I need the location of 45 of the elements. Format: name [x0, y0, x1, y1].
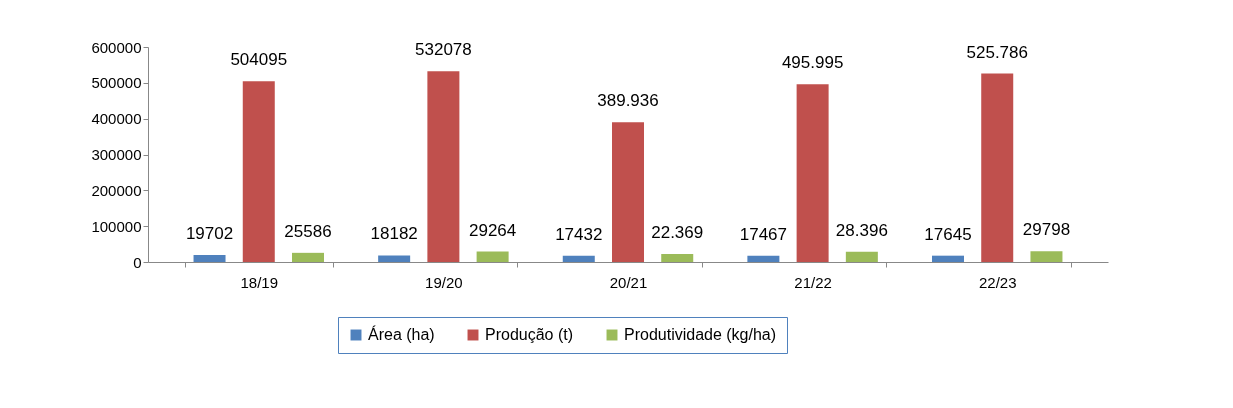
bar: [981, 73, 1014, 262]
data-label: 389.936: [597, 91, 659, 111]
bar: [562, 255, 595, 262]
data-label: 22.369: [651, 222, 704, 242]
y-tick-label: 100000: [91, 217, 142, 235]
bar: [747, 255, 780, 262]
bar: [932, 255, 964, 262]
bar: [1030, 251, 1063, 262]
y-tick-label: 300000: [91, 146, 142, 163]
y-tick-label: 200000: [91, 181, 142, 199]
bar: [845, 251, 878, 262]
data-label: 495.995: [781, 53, 844, 73]
bar: [242, 81, 275, 262]
data-label: 19702: [185, 223, 234, 243]
data-label: 532078: [415, 40, 472, 60]
x-tick-label: 18/19: [240, 273, 279, 291]
bar: [427, 71, 460, 262]
bar: [796, 84, 829, 262]
data-label: 504095: [230, 50, 288, 70]
legend-label: Produtividade (kg/ha): [624, 326, 777, 343]
bar: [378, 255, 411, 262]
data-label: 525.786: [966, 42, 1028, 62]
legend-label: Produção (t): [485, 326, 574, 343]
x-tick-label: 22/23: [978, 273, 1017, 291]
y-tick-label: 0: [133, 253, 142, 271]
legend-label: Área (ha): [368, 325, 435, 343]
data-label: 25586: [284, 221, 332, 241]
x-tick-label: 19/20: [425, 273, 463, 291]
data-label: 29798: [1022, 220, 1071, 240]
bar: [476, 251, 509, 262]
data-label: 29264: [468, 220, 517, 240]
data-label: 28.396: [835, 220, 888, 240]
bar: [193, 254, 226, 262]
x-tick-label: 20/21: [609, 273, 648, 291]
x-tick-label: 21/22: [794, 273, 832, 291]
y-tick-label: 400000: [91, 110, 142, 128]
bar: [661, 253, 694, 262]
bar: [612, 122, 644, 262]
bar: [292, 252, 324, 262]
y-tick-label: 600000: [91, 38, 142, 56]
y-tick-label: 500000: [91, 74, 142, 92]
data-label: 18182: [370, 224, 418, 244]
data-label: 17645: [924, 224, 972, 244]
data-label: 17467: [739, 224, 788, 244]
data-label: 17432: [555, 224, 603, 244]
